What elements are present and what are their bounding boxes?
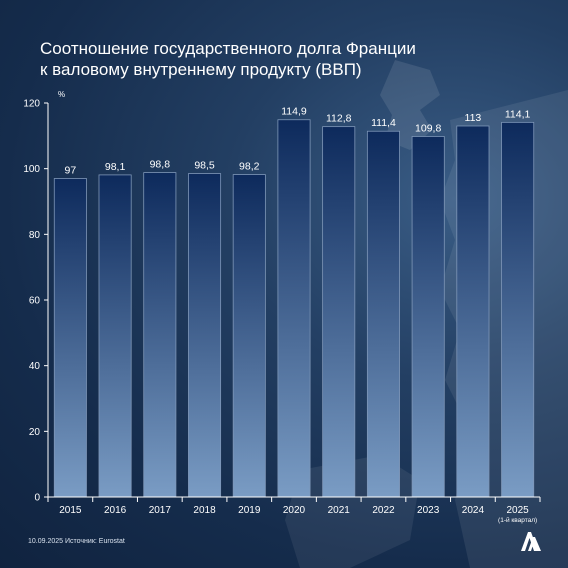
- x-tick-label-2021: 2021: [328, 505, 351, 516]
- bar-2020: [277, 119, 311, 498]
- chart-title: Соотношение государственного долга Франц…: [40, 38, 416, 80]
- value-label-2024: 113: [465, 112, 482, 124]
- value-label-2019: 98,2: [239, 161, 260, 173]
- value-label-2022: 111,4: [371, 117, 396, 129]
- x-tick-label-2020: 2020: [283, 505, 306, 516]
- x-tick-label-2015: 2015: [59, 505, 82, 516]
- bar-2021: [322, 126, 356, 498]
- y-tick-label: 80: [29, 230, 41, 241]
- bar-2019: [232, 174, 266, 498]
- value-label-2015: 97: [65, 165, 77, 177]
- chart-title-line-1: Соотношение государственного долга Франц…: [40, 39, 416, 58]
- bar-2022: [366, 130, 400, 498]
- value-label-2016: 98,1: [105, 161, 126, 173]
- y-axis: % 0 20 40 60 80 100 120: [23, 90, 65, 504]
- y-axis-unit-label: %: [58, 90, 65, 99]
- value-labels: 97 98,1 98,8 98,5 98,2 114,9 112,8 111,4 109,8 11…: [65, 106, 531, 177]
- value-label-2020: 114,9: [281, 106, 307, 118]
- x-tick-label-2019: 2019: [238, 505, 261, 516]
- y-tick-label: 40: [29, 361, 41, 372]
- y-tick-label: 60: [29, 296, 41, 307]
- aa-agency-logo-icon: [521, 532, 541, 551]
- bars: [53, 119, 535, 498]
- bar-2018: [188, 173, 222, 498]
- bar-2024: [456, 125, 490, 498]
- x-tick-label-2018: 2018: [193, 505, 216, 516]
- bar-2023: [411, 136, 445, 498]
- value-label-2018: 98,5: [194, 160, 215, 172]
- bar-2016: [98, 174, 132, 498]
- value-label-2017: 98,8: [150, 159, 171, 171]
- x-tick-label-2022: 2022: [372, 505, 395, 516]
- x-tick-label-2024: 2024: [462, 505, 485, 516]
- footer-date: 10.09.2025: [28, 538, 64, 545]
- value-label-2025: 114,1: [505, 108, 531, 120]
- value-label-2023: 109,8: [415, 122, 441, 134]
- x-tick-label-2017: 2017: [149, 505, 172, 516]
- chart-title-line-2: к валовому внутреннему продукту (ВВП): [40, 60, 362, 79]
- footer-source: Источник: Eurostat: [65, 538, 125, 545]
- y-tick-label: 20: [29, 427, 41, 438]
- x-tick-label-2023: 2023: [417, 505, 440, 516]
- x-tick-note-2025: (1-й квартал): [498, 516, 537, 524]
- x-tick-label-2025: 2025: [507, 505, 530, 516]
- x-tick-label-2016: 2016: [104, 505, 127, 516]
- y-tick-label: 120: [23, 99, 40, 110]
- map-land-britain: [380, 60, 440, 150]
- y-tick-label: 100: [23, 164, 40, 175]
- x-axis: 2015 2016 2017 2018 2019 2020 2021 2022 2023 2024…: [47, 496, 541, 524]
- value-label-2021: 112,8: [326, 113, 352, 125]
- bar-2017: [143, 172, 177, 498]
- y-tick-label: 0: [34, 493, 40, 504]
- bar-2015: [53, 178, 87, 498]
- bar-2025: [501, 121, 535, 498]
